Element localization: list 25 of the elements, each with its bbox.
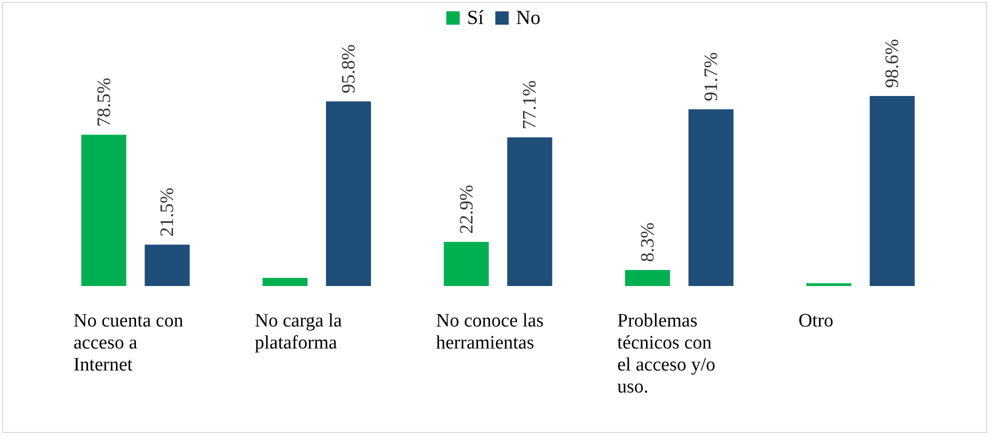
data-label: 91.7% <box>700 52 722 102</box>
data-label: 77.1% <box>520 80 541 130</box>
bar <box>688 109 734 286</box>
bar <box>144 244 190 286</box>
bar <box>326 101 371 286</box>
bar <box>444 242 489 286</box>
data-label: 22.9% <box>456 184 478 234</box>
bar <box>870 96 915 286</box>
bar <box>81 134 126 286</box>
x-tick-label: No carga la plataforma <box>254 310 343 354</box>
data-label: 8.3% <box>638 222 659 262</box>
bar <box>806 283 852 286</box>
x-tick-label: Otro <box>798 310 834 332</box>
x-tick-label: No conoce las herramientas <box>436 310 544 354</box>
data-label: 21.5% <box>157 187 178 237</box>
legend-label: No <box>516 7 540 29</box>
legend-label: Sí <box>467 7 484 29</box>
bar <box>262 278 308 286</box>
data-label: 78.5% <box>94 77 115 127</box>
data-label: 98.6% <box>882 38 904 88</box>
data-label: 95.8% <box>338 44 360 94</box>
bar <box>507 137 552 286</box>
bar <box>625 270 670 286</box>
x-tick-label: No cuenta con acceso a Internet <box>74 310 184 376</box>
x-tick-label: Problemas técnicos con el acceso y/o uso. <box>617 310 716 398</box>
